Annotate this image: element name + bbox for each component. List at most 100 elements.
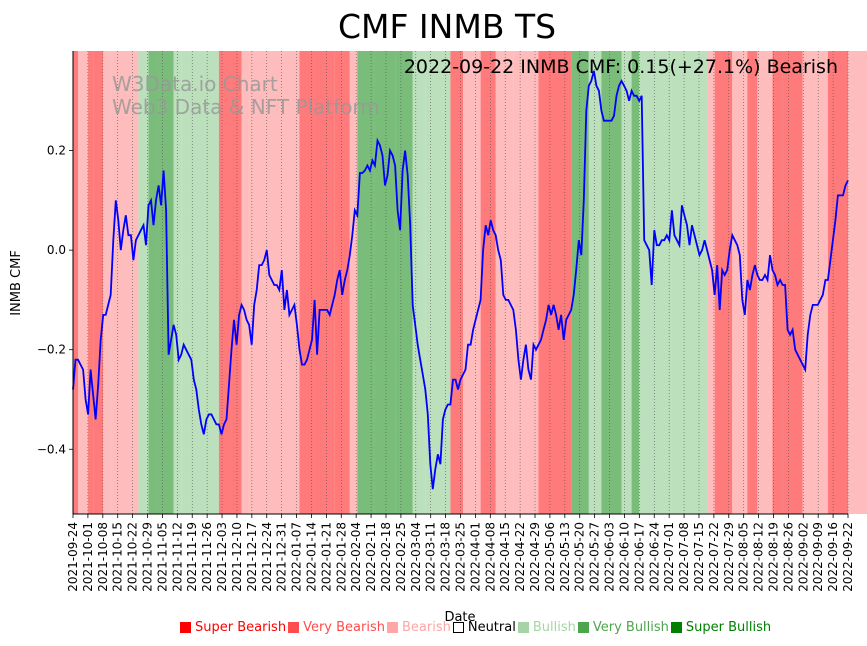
band-bullish-32 — [588, 51, 602, 514]
x-tick-label: 2022-09-02 — [796, 522, 810, 592]
x-tick-label: 2021-10-29 — [141, 522, 155, 592]
x-tick-label: 2022-02-25 — [394, 522, 408, 592]
band-very_bearish-27 — [480, 51, 496, 514]
band-very_bearish-41 — [747, 51, 758, 514]
x-tick-label: 2022-06-17 — [632, 522, 646, 592]
latest-value-annotation: 2022-09-22 INMB CMF: 0.15(+27.1%) Bearis… — [404, 56, 838, 78]
band-bullish-34 — [621, 51, 632, 514]
x-tick-label: 2021-11-19 — [185, 522, 199, 592]
legend-label: Super Bullish — [685, 620, 772, 635]
x-tick-label: 2021-10-22 — [126, 522, 140, 592]
x-tick-label: 2022-04-15 — [498, 522, 512, 592]
x-tick-label: 2022-03-11 — [424, 522, 438, 592]
legend-swatch — [670, 622, 682, 633]
y-tick-label: 0.0 — [47, 243, 66, 257]
x-tick-label: 2021-11-12 — [170, 522, 184, 592]
x-tick-label: 2021-12-17 — [245, 522, 259, 592]
x-tick-label: 2022-04-29 — [528, 522, 542, 592]
band-bearish-18 — [349, 51, 358, 514]
legend-item-bearish: Bearish — [386, 620, 451, 635]
x-tick-label: 2021-12-24 — [260, 522, 274, 592]
x-tick-label: 2022-03-25 — [454, 522, 468, 592]
legend-item-super_bullish: Super Bullish — [670, 620, 772, 635]
band-bullish-23 — [425, 51, 443, 514]
x-tick-label: 2021-10-08 — [96, 522, 110, 592]
band-bearish-45 — [802, 51, 828, 514]
band-bearish-4 — [103, 51, 111, 514]
band-very_bearish-15 — [299, 51, 315, 514]
x-tick-label: 2022-08-12 — [752, 522, 766, 592]
band-bullish-22 — [412, 51, 426, 514]
band-very_bearish-39 — [714, 51, 733, 514]
watermark-line-1: W3Data.io Chart — [112, 72, 278, 96]
y-tick-label: −0.4 — [37, 442, 66, 456]
x-tick-label: 2022-02-04 — [349, 522, 363, 592]
x-tick-label: 2022-09-09 — [811, 522, 825, 592]
band-very_bullish-20 — [374, 51, 396, 514]
band-bullish-37 — [671, 51, 708, 514]
legend-item-neutral: Neutral — [452, 620, 516, 635]
x-tick-label: 2021-09-24 — [66, 522, 80, 592]
x-tick-label: 2022-01-14 — [304, 522, 318, 592]
x-tick-label: 2022-07-01 — [662, 522, 676, 592]
band-bearish-13 — [241, 51, 250, 514]
x-tick-label: 2021-10-01 — [81, 522, 95, 592]
x-tick-label: 2022-01-07 — [290, 522, 304, 592]
x-tick-label: 2022-05-27 — [588, 522, 602, 592]
band-bearish-29 — [513, 51, 539, 514]
x-tick-label: 2022-03-18 — [439, 522, 453, 592]
band-bearish-5 — [110, 51, 139, 514]
x-axis-label: Date — [444, 610, 475, 625]
x-tick-label: 2022-04-22 — [513, 522, 527, 592]
band-very_bullish-19 — [357, 51, 375, 514]
x-tick-label: 2022-09-22 — [841, 522, 855, 592]
legend-label: Neutral — [467, 620, 516, 635]
x-tick-label: 2021-12-31 — [275, 522, 289, 592]
band-very_bearish-25 — [450, 51, 464, 514]
band-bearish-28 — [495, 51, 514, 514]
x-tick-label: 2022-07-22 — [707, 522, 721, 592]
band-very_bearish-46 — [827, 51, 848, 514]
x-tick-label: 2022-06-03 — [603, 522, 617, 592]
x-ticks: 2021-09-24 2021-10-01 2021-10-08 2021-10-15… — [66, 514, 855, 592]
band-bearish-1 — [78, 51, 89, 514]
band-very_bullish-7 — [148, 51, 159, 514]
x-tick-label: 2022-02-18 — [379, 522, 393, 592]
chart-title: CMF INMB TS — [338, 7, 556, 46]
x-tick-label: 2022-08-05 — [737, 522, 751, 592]
legend-item-super_bearish: Super Bearish — [180, 620, 286, 635]
y-tick-label: 0.2 — [47, 144, 66, 158]
x-tick-label: 2022-01-28 — [334, 522, 348, 592]
legend-item-bullish: Bullish — [517, 620, 576, 635]
band-very_bearish-11 — [218, 51, 232, 514]
x-tick-label: 2022-08-19 — [766, 522, 780, 592]
x-tick-label: 2022-08-26 — [781, 522, 795, 592]
y-ticks: −0.4 −0.2 0.0 0.2 — [37, 144, 73, 456]
x-tick-label: 2022-05-06 — [543, 522, 557, 592]
y-tick-label: −0.2 — [37, 343, 66, 357]
band-very_bullish-8 — [158, 51, 174, 514]
x-tick-label: 2022-05-13 — [558, 522, 572, 592]
y-axis-label: INMB CMF — [9, 250, 24, 316]
legend-label: Bullish — [532, 620, 576, 635]
band-very_bearish-16 — [314, 51, 335, 514]
band-very_bullish-33 — [601, 51, 622, 514]
band-very_bullish-35 — [631, 51, 640, 514]
x-tick-label: 2021-10-15 — [111, 522, 125, 592]
band-very_bearish-44 — [782, 51, 803, 514]
legend-label: Very Bearish — [303, 620, 385, 635]
x-tick-label: 2022-04-01 — [468, 522, 482, 592]
band-bearish-40 — [732, 51, 748, 514]
legend-swatch — [452, 622, 464, 633]
band-bullish-10 — [181, 51, 219, 514]
legend-label: Bearish — [401, 620, 451, 635]
band-bearish-42 — [757, 51, 773, 514]
legend-label: Super Bearish — [195, 620, 287, 635]
band-bullish-6 — [138, 51, 149, 514]
legend-swatch — [180, 622, 191, 633]
x-tick-label: 2022-06-10 — [617, 522, 631, 592]
legend-swatch — [288, 622, 300, 633]
x-tick-label: 2022-04-08 — [483, 522, 497, 592]
x-tick-label: 2021-11-26 — [200, 522, 214, 592]
band-bullish-36 — [639, 51, 672, 514]
